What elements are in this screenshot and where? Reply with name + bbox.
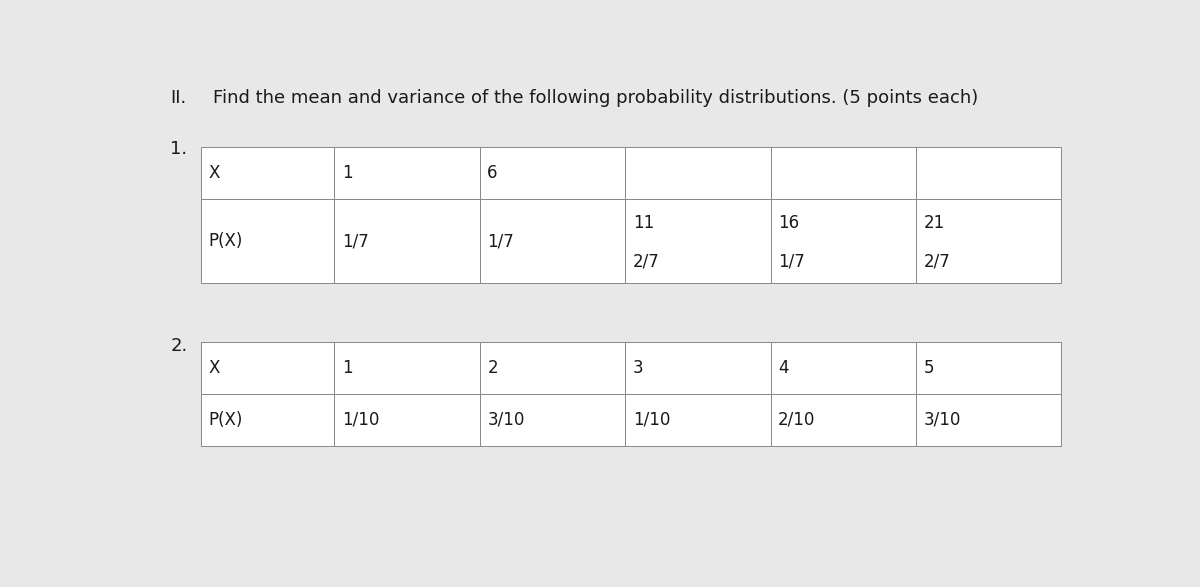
Bar (625, 199, 770, 283)
Bar (916, 199, 1062, 283)
Text: 1/10: 1/10 (342, 410, 379, 429)
Bar (625, 394, 770, 446)
Bar (480, 394, 625, 446)
Bar (916, 394, 1062, 446)
Text: 1/7: 1/7 (342, 232, 368, 250)
Text: 11: 11 (632, 214, 654, 232)
Bar (335, 199, 480, 283)
Text: 2/7: 2/7 (632, 253, 660, 271)
Text: 3/10: 3/10 (924, 410, 961, 429)
Text: 5: 5 (924, 359, 934, 377)
Text: 2.: 2. (170, 337, 187, 355)
Text: 1: 1 (342, 359, 353, 377)
Text: P(X): P(X) (209, 410, 242, 429)
Text: 16: 16 (778, 214, 799, 232)
Text: Find the mean and variance of the following probability distributions. (5 points: Find the mean and variance of the follow… (214, 89, 978, 106)
Bar (480, 147, 625, 199)
Text: 1: 1 (342, 164, 353, 183)
Bar (335, 342, 480, 394)
Bar (625, 342, 770, 394)
Text: 2/10: 2/10 (778, 410, 816, 429)
Text: 6: 6 (487, 164, 498, 183)
Bar (770, 147, 916, 199)
Bar (625, 147, 770, 199)
Text: X: X (209, 164, 220, 183)
Bar (335, 394, 480, 446)
Text: 1/7: 1/7 (487, 232, 514, 250)
Bar (480, 342, 625, 394)
Bar (202, 394, 335, 446)
Text: 2: 2 (487, 359, 498, 377)
Text: 2/7: 2/7 (924, 253, 950, 271)
Text: X: X (209, 359, 220, 377)
Bar (916, 342, 1062, 394)
Text: 3: 3 (632, 359, 643, 377)
Text: 1/10: 1/10 (632, 410, 670, 429)
Bar (770, 394, 916, 446)
Text: P(X): P(X) (209, 232, 242, 250)
Text: II.: II. (170, 89, 187, 106)
Text: 3/10: 3/10 (487, 410, 524, 429)
Bar (480, 199, 625, 283)
Bar (202, 147, 335, 199)
Bar (770, 342, 916, 394)
Text: 4: 4 (778, 359, 788, 377)
Bar (202, 342, 335, 394)
Text: 21: 21 (924, 214, 944, 232)
Bar (335, 147, 480, 199)
Bar (916, 147, 1062, 199)
Text: 1.: 1. (170, 140, 187, 158)
Bar (770, 199, 916, 283)
Bar (202, 199, 335, 283)
Text: 1/7: 1/7 (778, 253, 805, 271)
